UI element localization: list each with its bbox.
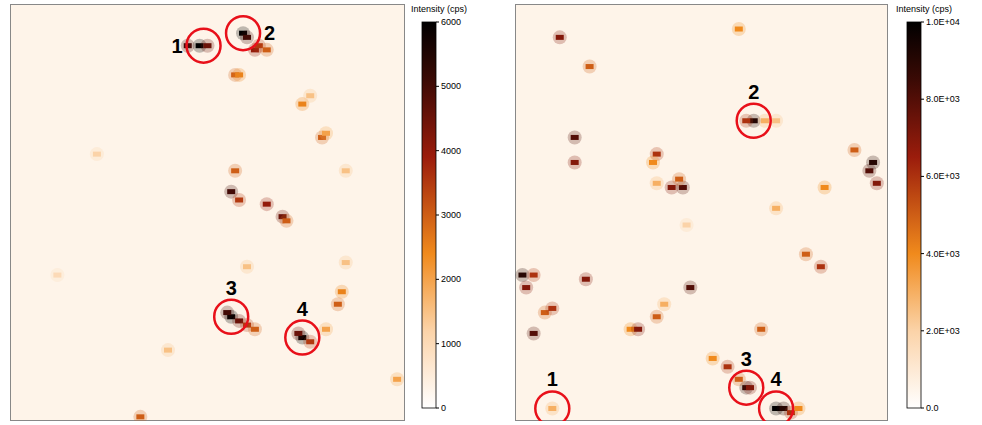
svg-text:6.0E+03: 6.0E+03 [926, 171, 960, 181]
svg-text:4: 4 [771, 368, 783, 390]
svg-text:6000: 6000 [441, 17, 461, 27]
svg-text:4000: 4000 [441, 146, 461, 156]
svg-text:5000: 5000 [441, 81, 461, 91]
svg-text:2: 2 [748, 81, 759, 103]
svg-text:8.0E+03: 8.0E+03 [926, 94, 960, 104]
svg-text:2: 2 [264, 22, 275, 44]
svg-text:2000: 2000 [441, 274, 461, 284]
svg-text:1: 1 [171, 35, 182, 57]
svg-text:0.0: 0.0 [926, 403, 939, 413]
svg-text:1.0E+04: 1.0E+04 [926, 17, 960, 27]
svg-text:4.0E+03: 4.0E+03 [926, 249, 960, 259]
svg-text:1000: 1000 [441, 339, 461, 349]
svg-text:Intensity (cps): Intensity (cps) [896, 4, 952, 14]
svg-text:3000: 3000 [441, 210, 461, 220]
svg-text:Intensity (cps): Intensity (cps) [411, 4, 467, 14]
svg-text:2.0E+03: 2.0E+03 [926, 326, 960, 336]
svg-text:3: 3 [741, 348, 752, 370]
svg-text:1: 1 [547, 368, 558, 390]
svg-text:0: 0 [441, 403, 446, 413]
svg-text:4: 4 [297, 298, 309, 320]
svg-text:3: 3 [226, 277, 237, 299]
